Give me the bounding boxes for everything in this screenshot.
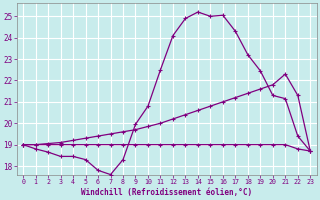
X-axis label: Windchill (Refroidissement éolien,°C): Windchill (Refroidissement éolien,°C) — [81, 188, 252, 197]
